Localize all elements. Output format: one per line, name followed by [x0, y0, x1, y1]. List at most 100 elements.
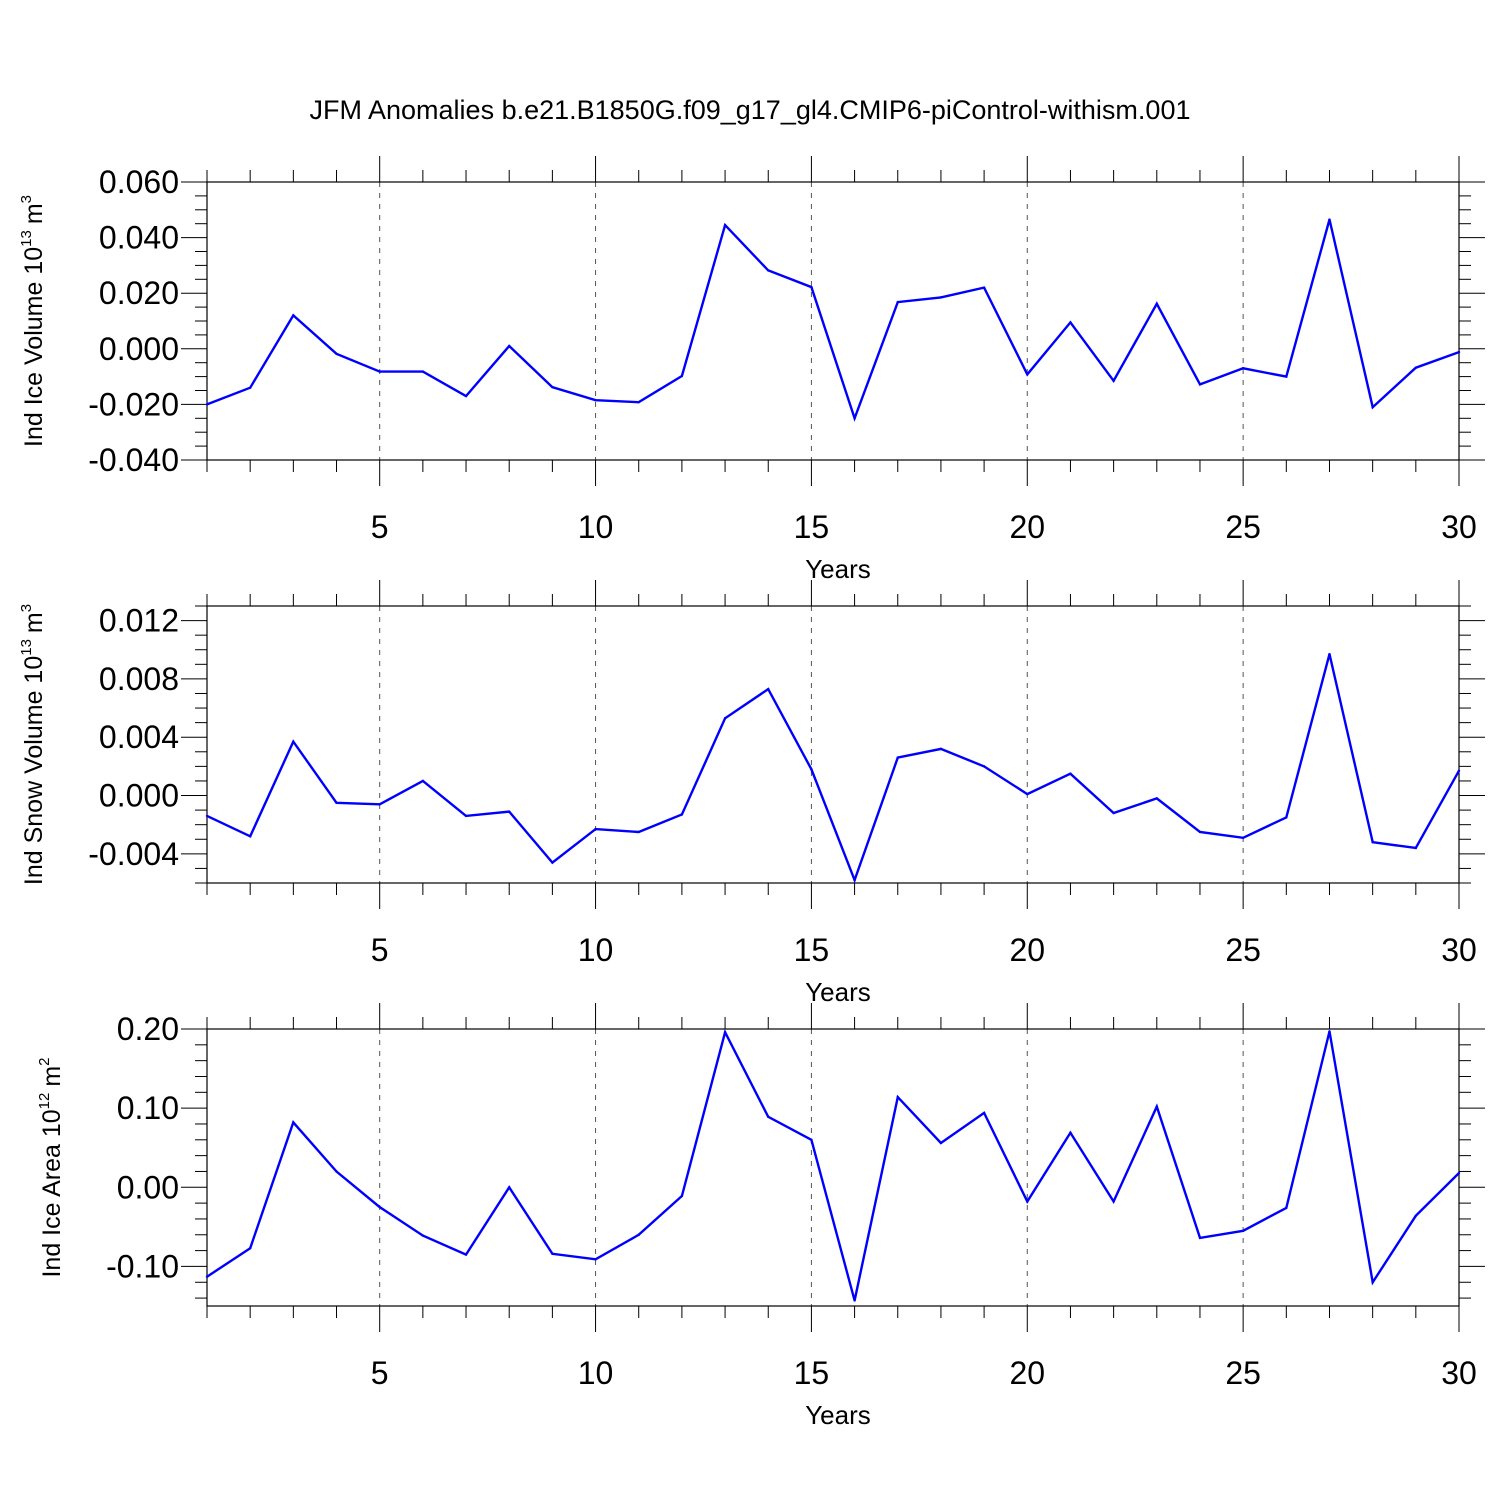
data-point [1414, 1214, 1418, 1217]
data-point [378, 370, 381, 373]
data-point [1241, 836, 1245, 840]
x-tick-label: 25 [1225, 1355, 1261, 1391]
data-point [1414, 366, 1418, 369]
data-point [292, 1121, 295, 1124]
y-tick-label: 0.020 [99, 275, 179, 311]
data-point [1026, 792, 1029, 796]
data-point [248, 1247, 252, 1250]
data-point [594, 1258, 597, 1261]
data-point [551, 385, 554, 389]
plot-frame [206, 1028, 1460, 1307]
data-point [1328, 1030, 1331, 1033]
data-point [939, 296, 943, 299]
y-tick-label: 0.10 [117, 1090, 179, 1126]
data-point [853, 417, 856, 420]
panel-3: -0.10 0.00 0.10 0.20 5 10 15 20 25 30 Years Ind Ice… [36, 1003, 1485, 1430]
y-tick-label: -0.040 [88, 442, 179, 478]
y-tick-label: 0.00 [117, 1169, 179, 1205]
data-point [1328, 218, 1331, 221]
data-point [1457, 769, 1461, 772]
data-point [1155, 797, 1158, 800]
plot-frame [206, 181, 1460, 461]
data-point [767, 687, 770, 691]
data-point [378, 1205, 381, 1209]
data-point [896, 1095, 899, 1099]
data-point [464, 394, 468, 398]
data-point [810, 1138, 813, 1142]
data-point [896, 756, 899, 759]
y-tick-label: 0.004 [99, 719, 179, 755]
x-tick-label: 5 [371, 509, 389, 545]
data-point [982, 286, 986, 289]
data-point [767, 1115, 770, 1119]
data-point [464, 814, 468, 818]
data-point [637, 400, 640, 404]
data-point [637, 1233, 640, 1236]
data-point [723, 717, 727, 720]
data-point [723, 1030, 727, 1034]
x-tick-label: 10 [578, 932, 614, 968]
data-point [1371, 1281, 1374, 1284]
data-point [1112, 811, 1115, 815]
x-tick-label: 5 [371, 932, 389, 968]
data-point [853, 878, 856, 882]
data-point [1198, 383, 1202, 386]
x-tick-label: 25 [1225, 932, 1261, 968]
data-point [594, 399, 597, 402]
x-tick-label: 30 [1441, 509, 1477, 545]
data-point [810, 768, 813, 771]
data-point [1285, 816, 1288, 819]
data-point [1328, 652, 1331, 656]
data-point [421, 370, 425, 373]
series-line [206, 653, 1461, 884]
x-tick-label: 25 [1225, 509, 1261, 545]
data-point [1026, 1200, 1029, 1203]
data-point [1198, 1236, 1202, 1240]
x-tick-label: 10 [578, 509, 614, 545]
data-point [1069, 321, 1072, 324]
data-point [939, 1141, 943, 1145]
data-point [551, 1252, 554, 1255]
data-point [680, 813, 684, 816]
x-tick-label: 20 [1009, 509, 1045, 545]
data-point [1069, 1131, 1072, 1134]
x-tick-label: 20 [1009, 932, 1045, 968]
data-point [335, 801, 338, 805]
x-axis-label: Years [805, 554, 871, 584]
data-point [1026, 373, 1029, 376]
data-point [767, 269, 770, 272]
data-point [1155, 302, 1158, 305]
data-point [939, 747, 943, 751]
data-point [1371, 840, 1374, 844]
panel-2: -0.004 0.000 0.004 0.008 0.012 5 10 15 20 25 30 Yea… [18, 580, 1485, 1007]
panel-1: -0.040 -0.020 0.000 0.020 0.040 0.060 5 10 15 20 2… [18, 156, 1485, 584]
data-point [1198, 830, 1202, 834]
x-tick-label: 15 [794, 932, 830, 968]
data-point [1457, 1171, 1461, 1175]
data-point [594, 827, 597, 831]
y-tick-label: -0.020 [88, 386, 179, 422]
y-tick-label: 0.060 [99, 164, 179, 200]
data-point [1285, 1206, 1288, 1210]
data-point [637, 830, 640, 834]
data-point [508, 344, 511, 348]
x-tick-label: 20 [1009, 1355, 1045, 1391]
chart-title: JFM Anomalies b.e21.B1850G.f09_g17_gl4.C… [310, 95, 1191, 125]
data-point [1371, 405, 1374, 409]
data-point [680, 1194, 684, 1198]
series-line [206, 1028, 1460, 1301]
data-point [551, 861, 554, 864]
data-point [1241, 367, 1245, 370]
data-point [896, 300, 899, 304]
x-tick-label: 10 [578, 1355, 614, 1391]
data-point [982, 765, 986, 768]
data-point [292, 740, 295, 743]
x-axis-label: Years [805, 1400, 871, 1430]
x-tick-label: 5 [371, 1355, 389, 1391]
data-point [1457, 350, 1461, 354]
data-point [378, 803, 381, 806]
data-point [1285, 375, 1288, 378]
data-point [982, 1111, 986, 1115]
